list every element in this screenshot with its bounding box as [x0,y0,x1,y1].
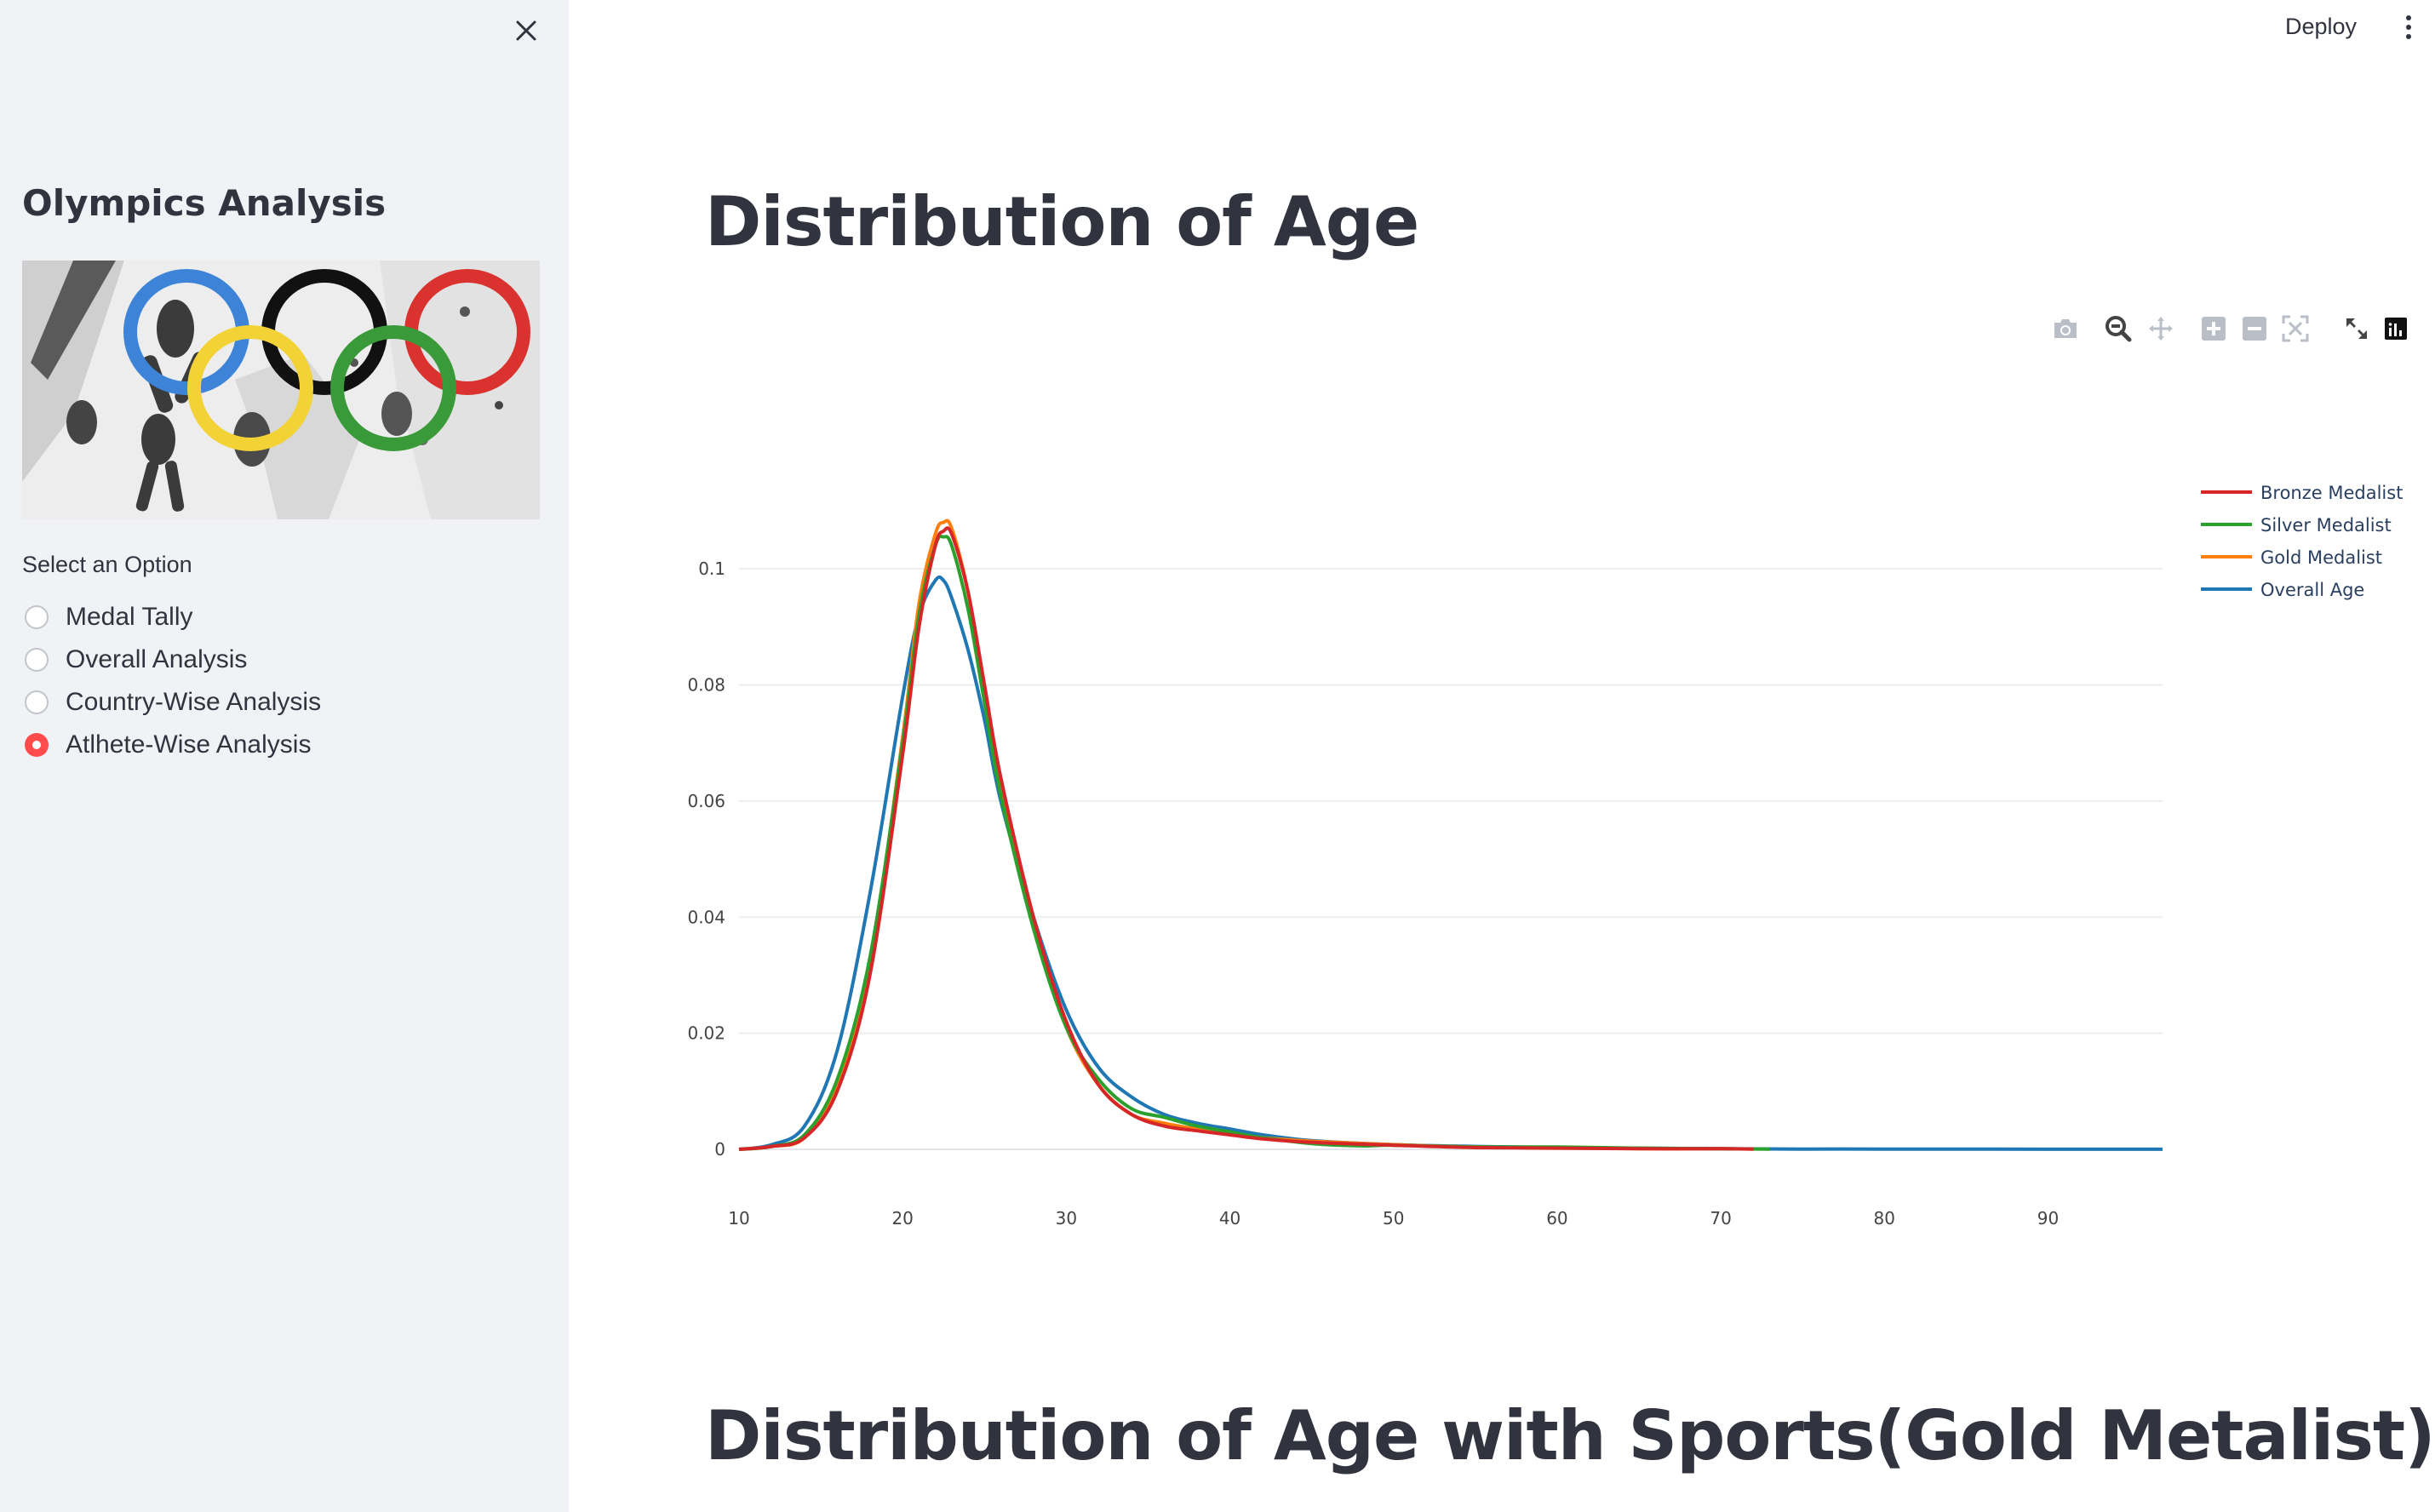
olympic-rings-climbing-image [22,261,540,519]
zoom-in-button[interactable] [2197,312,2231,346]
x-tick-label: 90 [2037,1208,2059,1228]
radio-button-icon[interactable] [25,690,49,714]
close-icon [516,20,536,41]
x-tick-label: 10 [728,1208,749,1228]
y-axis-ticks: 0 0.02 0.04 0.06 0.08 0.1 [687,558,725,1160]
kebab-menu-icon [2406,15,2411,20]
legend-item[interactable]: Bronze Medalist [2201,483,2403,503]
x-tick-label: 80 [1874,1208,1895,1228]
legend-label: Bronze Medalist [2260,483,2403,503]
page-title: Distribution of Age [705,182,1419,261]
radio-option-label: Medal Tally [66,603,193,631]
section-heading: Distribution of Age with Sports(Gold Met… [705,1396,2435,1475]
download-png-button[interactable] [2048,312,2083,346]
analysis-option-radio-group: Medal Tally Overall Analysis Country-Wis… [22,596,321,766]
radio-button-selected-icon[interactable] [25,733,49,757]
radio-option-medal-tally[interactable]: Medal Tally [22,596,321,639]
legend-label: Overall Age [2260,580,2364,600]
x-tick-label: 60 [1546,1208,1567,1228]
y-tick-label: 0.02 [687,1023,725,1044]
x-tick-label: 20 [891,1208,913,1228]
deploy-button[interactable]: Deploy [2285,13,2358,39]
x-tick-label: 70 [1710,1208,1731,1228]
sidebar-title: Olympics Analysis [22,182,387,224]
y-tick-label: 0.04 [687,907,725,927]
kebab-menu-icon [2406,25,2411,30]
plotly-logo-link[interactable] [2379,312,2413,346]
radio-option-country-wise-analysis[interactable]: Country-Wise Analysis [22,681,321,724]
series-line-bronze-medalist[interactable] [738,526,1754,1151]
radio-group-label: Select an Option [22,552,192,577]
reset-axes-icon [2346,318,2367,339]
plotly-logo-icon [2385,318,2407,340]
zoom-out-icon [2243,317,2266,341]
radio-button-icon[interactable] [25,605,49,629]
autoscale-button[interactable] [2278,312,2312,346]
x-tick-label: 40 [1219,1208,1240,1228]
radio-option-athlete-wise-analysis[interactable]: Atlhete-Wise Analysis [22,724,321,766]
pan-icon [2149,317,2173,341]
pan-button[interactable] [2144,312,2178,346]
camera-icon [2054,319,2077,338]
chart-gridlines [739,568,2163,1150]
y-tick-label: 0 [714,1139,725,1160]
sidebar: Olympics Analysis [0,0,569,1512]
radio-option-label: Country-Wise Analysis [66,688,322,716]
chart-legend: Bronze Medalist Silver Medalist Gold Medal… [2201,483,2403,600]
y-tick-label: 0.1 [698,558,725,579]
age-distribution-chart[interactable]: 0 0.02 0.04 0.06 0.08 0.1 10 20 30 40 50 60 70 80 90 … [664,426,2435,1264]
radio-option-overall-analysis[interactable]: Overall Analysis [22,639,321,681]
legend-label: Silver Medalist [2260,515,2392,536]
y-tick-label: 0.08 [687,675,725,696]
zoom-icon [2106,316,2132,342]
legend-item[interactable]: Gold Medalist [2201,547,2382,568]
radio-option-label: Atlhete-Wise Analysis [66,730,312,759]
reset-axes-button[interactable] [2340,312,2374,346]
x-tick-label: 50 [1383,1208,1404,1228]
kebab-menu-icon [2406,34,2411,39]
chart-series [738,518,2163,1151]
radio-option-label: Overall Analysis [66,645,248,673]
plotly-modebar [0,312,2435,351]
zoom-out-button[interactable] [2237,312,2272,346]
x-tick-label: 30 [1056,1208,1077,1228]
y-tick-label: 0.06 [687,791,725,811]
autoscale-icon [2282,315,2309,342]
x-axis-ticks: 10 20 30 40 50 60 70 80 90 [728,1208,2059,1228]
series-line-overall-age[interactable] [738,575,2163,1151]
radio-button-icon[interactable] [25,648,49,672]
legend-item[interactable]: Silver Medalist [2201,515,2392,536]
legend-label: Gold Medalist [2260,547,2382,568]
zoom-button[interactable] [2101,312,2135,346]
legend-item[interactable]: Overall Age [2201,580,2364,600]
main-menu-button[interactable] [2396,9,2421,46]
close-sidebar-button[interactable] [507,12,545,49]
series-line-silver-medalist[interactable] [738,534,1770,1151]
zoom-in-icon [2202,317,2226,341]
